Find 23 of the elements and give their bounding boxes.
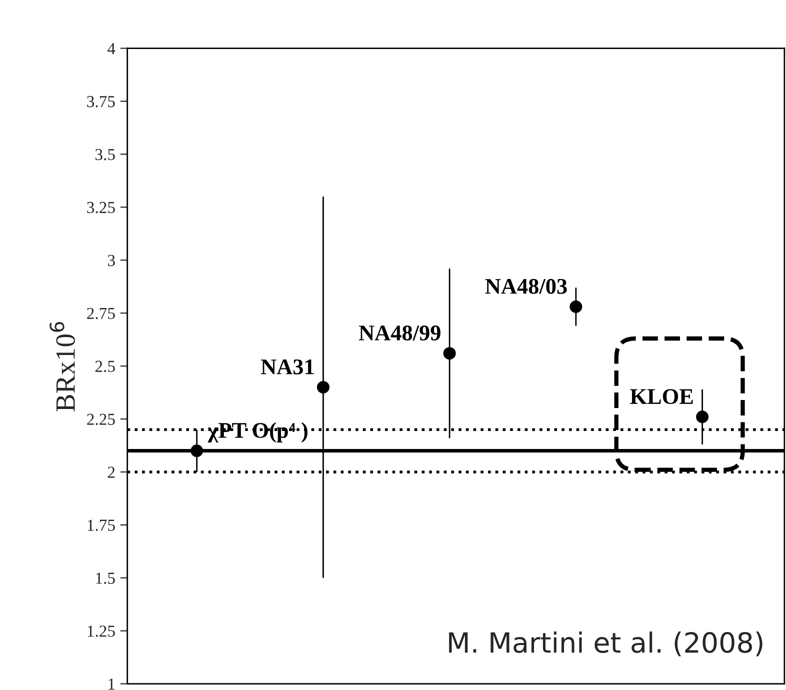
- y-tick-label: 4: [108, 43, 116, 54]
- point: [570, 300, 582, 313]
- y-tick-label: 1.75: [88, 520, 115, 531]
- y-tick-label: 1.25: [88, 626, 115, 637]
- annotation: M. Martini et al. (2008): [449, 631, 762, 656]
- y-tick-label: 3.25: [87, 202, 115, 214]
- y-tick-label: 2.75: [87, 308, 115, 320]
- series-label: NA48/03: [485, 278, 567, 294]
- y-tick-label: 2: [108, 466, 115, 478]
- y-tick-label: 3.5: [95, 148, 115, 160]
- series-label: KLOE: [630, 389, 693, 404]
- point: [316, 380, 330, 394]
- y-tick-label: 3.75: [87, 96, 115, 108]
- point: [443, 347, 456, 360]
- series-label: NA48/99: [358, 325, 440, 340]
- y-axis-title: BRx10$^{6}$: [50, 322, 75, 412]
- series-label: NA31: [260, 359, 314, 374]
- point: [696, 410, 709, 424]
- y-tick-label: 1.5: [96, 572, 115, 584]
- y-tick-label: 3: [108, 254, 115, 266]
- y-tick-label: 2.5: [95, 360, 115, 372]
- y-tick-label: 2.25: [87, 414, 115, 426]
- y-tick-label: 1: [108, 678, 115, 690]
